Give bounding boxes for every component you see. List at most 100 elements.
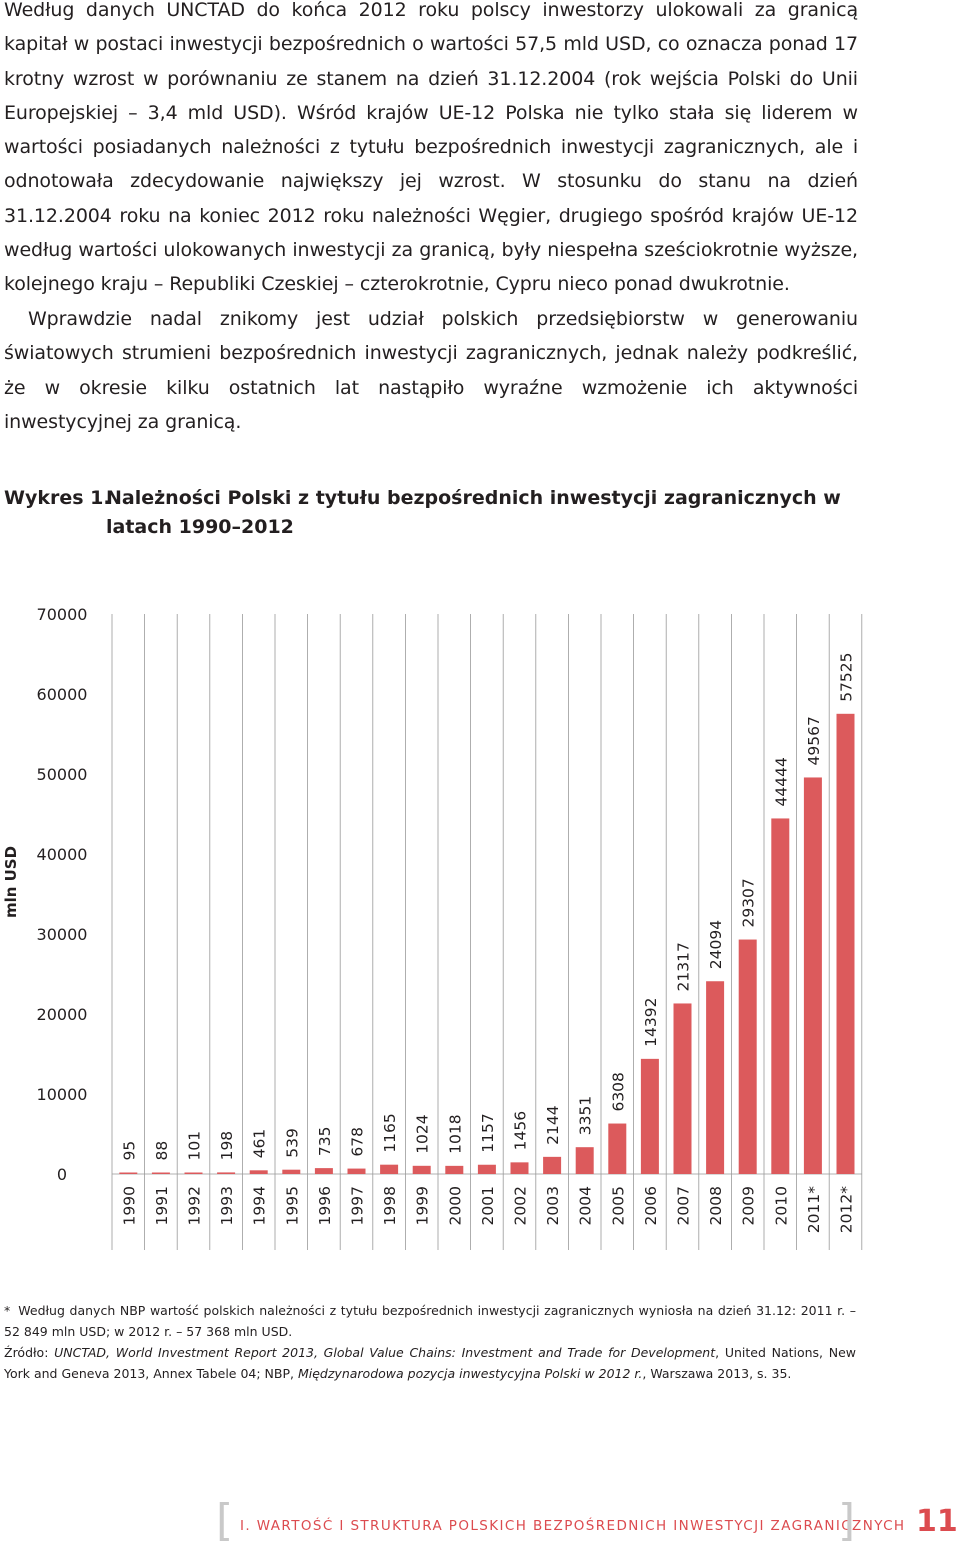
y-tick-label: 40000 bbox=[37, 845, 88, 864]
bar bbox=[803, 777, 822, 1174]
x-tick-label: 1993 bbox=[218, 1186, 236, 1225]
x-tick-label: 2006 bbox=[642, 1186, 660, 1225]
bar-value-label: 24094 bbox=[707, 920, 725, 969]
x-tick-label: 1995 bbox=[283, 1186, 301, 1225]
bar bbox=[184, 1172, 203, 1174]
x-tick-label: 2004 bbox=[577, 1186, 595, 1225]
body-paragraph-2: Wprawdzie nadal znikomy jest udział pols… bbox=[4, 308, 858, 433]
x-tick-label: 2009 bbox=[740, 1186, 758, 1225]
y-axis-label: mln USD bbox=[2, 846, 20, 918]
bar bbox=[771, 818, 790, 1174]
source-mid: , United Nations, New York and Geneva 20… bbox=[4, 1345, 857, 1381]
bar-value-label: 88 bbox=[153, 1141, 171, 1161]
bar bbox=[217, 1172, 236, 1174]
bar bbox=[706, 981, 725, 1174]
source-end: , Warszawa 2013, s. 35. bbox=[642, 1366, 792, 1381]
bar bbox=[673, 1003, 692, 1174]
figure-title: Należności Polski z tytułu bezpośrednich… bbox=[106, 487, 841, 538]
bar-value-label: 198 bbox=[218, 1131, 236, 1161]
y-tick-label: 70000 bbox=[37, 605, 88, 624]
source-prefix: Źródło: bbox=[4, 1345, 55, 1360]
footer-bracket-right: ] bbox=[838, 1495, 856, 1546]
bar-value-label: 539 bbox=[283, 1128, 301, 1158]
footer-bracket-left: [ bbox=[216, 1495, 234, 1546]
y-tick-label: 60000 bbox=[37, 685, 88, 704]
x-tick-label: 2007 bbox=[675, 1186, 693, 1225]
footnote-text: Według danych NBP wartość polskich należ… bbox=[4, 1303, 856, 1339]
x-tick-label: 1990 bbox=[120, 1186, 138, 1225]
x-tick-labels: 1990 1991 1992 1993 1994 1995 1996 1997 1998 1999… bbox=[120, 1186, 855, 1233]
bar-value-label: 49567 bbox=[805, 716, 823, 765]
y-tick-label: 20000 bbox=[37, 1005, 88, 1024]
footnote-marker: * bbox=[4, 1303, 11, 1318]
y-tick-label: 30000 bbox=[37, 925, 88, 944]
bar-value-label: 678 bbox=[349, 1127, 367, 1157]
bar bbox=[738, 939, 757, 1174]
x-tick-label: 2005 bbox=[609, 1186, 627, 1225]
bar-value-label: 2144 bbox=[544, 1105, 562, 1144]
bar bbox=[282, 1169, 301, 1174]
bar bbox=[543, 1156, 562, 1174]
bar-value-label: 461 bbox=[251, 1129, 269, 1159]
y-tick-label: 10000 bbox=[37, 1085, 88, 1104]
bar-value-label: 3351 bbox=[577, 1096, 595, 1135]
bar-value-label: 1456 bbox=[512, 1111, 530, 1150]
bar bbox=[510, 1162, 529, 1174]
source-ref-1: UNCTAD, World Investment Report 2013, Gl… bbox=[54, 1345, 716, 1360]
bar-value-label: 1165 bbox=[381, 1113, 399, 1152]
x-tick-label: 1992 bbox=[186, 1186, 204, 1225]
bar-value-label: 21317 bbox=[675, 942, 693, 991]
bar-value-label: 29307 bbox=[740, 878, 758, 927]
x-tick-label: 2000 bbox=[446, 1186, 464, 1225]
y-tick-labels: 0 10000 20000 30000 40000 50000 60000 70000 bbox=[37, 605, 88, 1184]
source-ref-2: Międzynarodowa pozycja inwestycyjna Pols… bbox=[297, 1366, 643, 1381]
bar-value-label: 1024 bbox=[414, 1114, 432, 1153]
x-tick-label: 2010 bbox=[772, 1186, 790, 1225]
x-tick-label: 1997 bbox=[349, 1186, 367, 1225]
bar-value-label: 95 bbox=[120, 1141, 138, 1161]
bar bbox=[445, 1165, 464, 1174]
x-tick-label: 2008 bbox=[707, 1186, 725, 1225]
x-tick-label: 2001 bbox=[479, 1186, 497, 1225]
bar bbox=[249, 1170, 268, 1174]
x-tick-label: 1994 bbox=[251, 1186, 269, 1225]
bar bbox=[640, 1058, 659, 1174]
bar bbox=[347, 1168, 366, 1174]
bars bbox=[119, 713, 855, 1174]
bar-value-label: 1018 bbox=[446, 1114, 464, 1153]
bar-chart: 0 10000 20000 30000 40000 50000 60000 70000 95 8… bbox=[2, 605, 863, 1250]
x-tick-label: 1999 bbox=[414, 1186, 432, 1225]
figure-caption: Wykres 1. Należności Polski z tytułu bez… bbox=[4, 484, 844, 542]
bar-value-label: 44444 bbox=[772, 757, 790, 806]
bar-value-label: 57525 bbox=[838, 652, 856, 701]
bar-value-label: 101 bbox=[186, 1131, 204, 1161]
bar bbox=[314, 1168, 333, 1174]
bar bbox=[836, 713, 855, 1174]
bar bbox=[412, 1165, 431, 1174]
x-tick-label: 1991 bbox=[153, 1186, 171, 1225]
source-note: Źródło: UNCTAD, World Investment Report … bbox=[4, 1342, 856, 1384]
footnote-star: * Według danych NBP wartość polskich nale… bbox=[4, 1300, 856, 1342]
value-labels: 95 88 101 198 461 539 735 678 1165 1024 1018 1157 14… bbox=[120, 652, 855, 1160]
bar bbox=[608, 1123, 627, 1174]
bar bbox=[575, 1147, 594, 1174]
footnotes: * Według danych NBP wartość polskich nale… bbox=[4, 1300, 856, 1384]
x-tick-label: 1996 bbox=[316, 1186, 334, 1225]
x-tick-label: 2012* bbox=[838, 1186, 856, 1233]
y-tick-label: 50000 bbox=[37, 765, 88, 784]
y-tick-label: 0 bbox=[57, 1165, 67, 1184]
page-number: 11 bbox=[916, 1504, 958, 1539]
bar bbox=[119, 1172, 138, 1174]
bar-value-label: 14392 bbox=[642, 998, 660, 1047]
bar-value-label: 735 bbox=[316, 1127, 334, 1157]
x-tick-label: 2002 bbox=[512, 1186, 530, 1225]
x-tick-label: 2003 bbox=[544, 1186, 562, 1225]
x-tick-label: 1998 bbox=[381, 1186, 399, 1225]
bar bbox=[380, 1164, 399, 1174]
x-tick-label: 2011* bbox=[805, 1186, 823, 1233]
footer-section-title: I. WARTOŚĆ I STRUKTURA POLSKICH BEZPOŚRE… bbox=[240, 1518, 906, 1534]
bar bbox=[477, 1164, 496, 1174]
bar bbox=[151, 1172, 170, 1174]
bar-value-label: 6308 bbox=[609, 1072, 627, 1111]
page-footer: [ I. WARTOŚĆ I STRUKTURA POLSKICH BEZPOŚ… bbox=[216, 1498, 960, 1544]
